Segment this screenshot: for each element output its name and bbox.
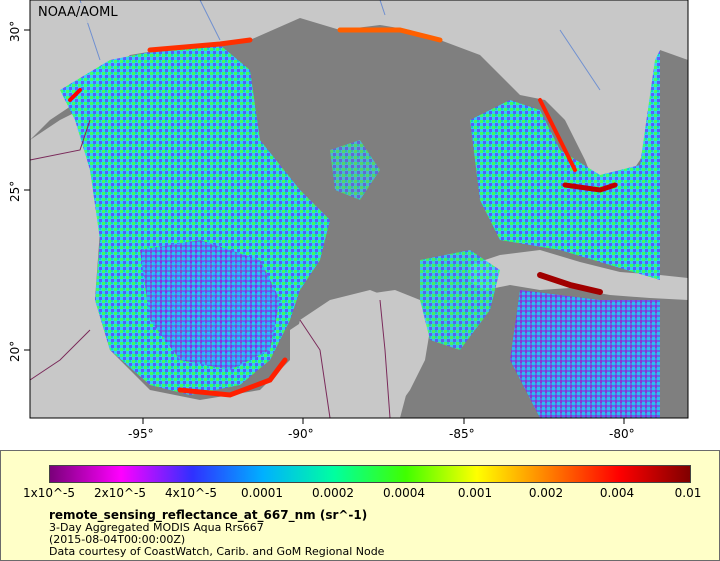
colorbar-label: 1x10^-5: [22, 486, 76, 500]
data-caribbean: [510, 290, 660, 418]
x-tick-label: -90°: [288, 427, 314, 441]
land-florida: [520, 0, 688, 190]
y-tick-label: 30°: [8, 20, 22, 42]
data-bay-of-campeche: [140, 240, 280, 370]
colorbar-label: 0.004: [599, 486, 635, 500]
colorbar-label: 0.01: [674, 486, 702, 500]
x-tick-label: -95°: [128, 427, 154, 441]
y-tick-label: 20°: [8, 340, 22, 362]
coastal-high-reflectance: [68, 27, 618, 398]
dataset-time: (2015-08-04T00:00:00Z): [49, 533, 186, 546]
colorbar-label: 0.001: [457, 486, 493, 500]
dataset-description: 3-Day Aggregated MODIS Aqua Rrs667: [49, 521, 264, 534]
colorbar-label: 0.002: [528, 486, 564, 500]
legend-panel: 1x10^-5 2x10^-5 4x10^-5 0.0001 0.0002 0.…: [0, 450, 720, 561]
colorbar-label: 0.0001: [241, 486, 283, 500]
axis-ticks: [24, 29, 625, 424]
land-yucatan: [280, 290, 430, 418]
noaa-aoml-badge: NOAA/AOML: [38, 5, 118, 20]
political-borders: [29, 119, 391, 419]
colorbar: [49, 465, 691, 483]
y-tick-label: 25°: [8, 180, 22, 202]
data-northeast-gulf: [470, 50, 660, 280]
colorbar-label: 4x10^-5: [164, 486, 218, 500]
noaa-badge-bg: [34, 3, 126, 23]
data-central-patches: [330, 140, 380, 200]
variable-name: remote_sensing_reflectance_at_667_nm (sr…: [49, 508, 368, 522]
x-tick-label: -85°: [449, 427, 475, 441]
land-cuba: [470, 250, 688, 300]
gulf-of-mexico-map: [24, 0, 689, 424]
reflectance-data-layer: [60, 45, 660, 418]
map-frame-border: [29, 0, 689, 419]
x-tick-label: -80°: [609, 427, 635, 441]
colorbar-label: 0.0002: [312, 486, 354, 500]
colorbar-label: 2x10^-5: [93, 486, 147, 500]
data-yucatan-channel: [420, 250, 500, 350]
map-panel: NOAA/AOML -95° -90° -85° -80° 30° 25° 20…: [8, 0, 689, 441]
colorbar-label: 0.0004: [383, 486, 425, 500]
data-credit: Data courtesy of CoastWatch, Carib. and …: [49, 545, 385, 558]
